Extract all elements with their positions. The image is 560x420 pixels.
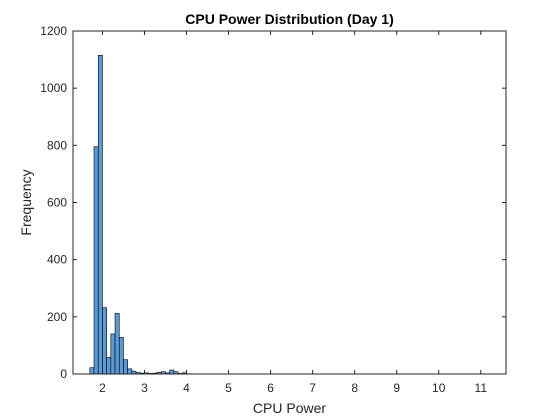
x-tick-label: 8 [351,381,358,395]
histogram-bar [114,313,120,375]
y-tick-label: 600 [47,196,67,210]
x-tick-label: 7 [309,381,316,395]
plot-area [73,31,506,374]
histogram-bar [169,369,175,375]
histogram-bar [123,359,128,375]
x-tick-label: 9 [393,381,400,395]
histogram-bar [102,307,107,375]
ticks-group: 2 3 4 5 6 7 8 9 10 11 0 200 400 600 800 1000 1200 [40,24,506,395]
histogram-bar [110,333,116,375]
histogram-bar [89,367,95,375]
y-tick-label: 0 [60,367,67,381]
x-tick-label: 5 [225,381,232,395]
x-tick-label: 11 [475,381,488,395]
y-tick-label: 1200 [40,24,67,38]
y-tick-label: 800 [47,138,67,152]
y-axis-label: Frequency [18,169,34,235]
x-tick-label: 2 [99,381,106,395]
x-tick-label: 6 [267,381,274,395]
x-tick-label: 4 [183,381,190,395]
axes-box [72,30,507,375]
x-tick-label: 10 [432,381,446,395]
histogram-bar [127,368,133,375]
histogram-bar [106,357,112,375]
y-tick-label: 1000 [40,81,67,95]
x-tick-label: 3 [141,381,148,395]
y-tick-label: 400 [47,253,67,267]
bars-group [89,54,191,375]
histogram-bar [97,54,103,375]
histogram-bar [93,146,99,375]
y-tick-label: 200 [47,310,67,324]
x-axis-label: CPU Power [253,400,326,416]
chart-title: CPU Power Distribution (Day 1) [185,11,393,27]
histogram-bar [118,337,124,375]
